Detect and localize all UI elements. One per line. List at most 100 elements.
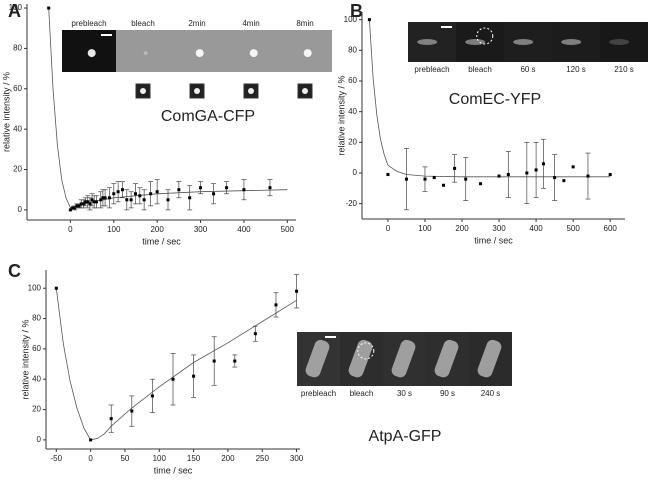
- cell-signal: [87, 49, 96, 58]
- data-point: [506, 173, 510, 177]
- inset-label: prebleach: [414, 65, 449, 74]
- inset-label: 30 s: [397, 389, 412, 398]
- data-point: [150, 394, 154, 398]
- y-tick-label: 60: [348, 76, 357, 85]
- data-point: [423, 177, 427, 181]
- x-tick-label: 200: [221, 454, 235, 463]
- data-point: [268, 186, 272, 190]
- data-point: [75, 204, 79, 208]
- cell-signal: [348, 339, 373, 378]
- y-axis-label: relative intensity / %: [336, 75, 346, 155]
- x-tick-label: 500: [281, 225, 295, 234]
- y-tick-label: 80: [348, 45, 357, 54]
- cell-signal: [249, 49, 258, 58]
- y-tick-label: 20: [348, 137, 357, 146]
- inset-label: bleach: [131, 19, 155, 28]
- data-point: [90, 198, 94, 202]
- inset-label: prebleach: [301, 389, 336, 398]
- data-point: [129, 198, 133, 202]
- y-tick-label: 40: [13, 124, 22, 133]
- micrograph: [600, 22, 648, 62]
- inset-label: 8min: [296, 19, 313, 28]
- inset-label: 120 s: [566, 65, 586, 74]
- cell-signal: [434, 339, 459, 378]
- annotation: ComGA-CFP: [161, 108, 255, 125]
- data-point: [253, 332, 257, 336]
- data-point: [562, 179, 566, 183]
- inset-label: 4min: [242, 19, 259, 28]
- data-point: [608, 173, 612, 177]
- data-point: [166, 198, 170, 202]
- data-point: [171, 377, 175, 381]
- cell-signal: [513, 39, 534, 45]
- x-axis-label: time / sec: [154, 465, 193, 475]
- data-point: [133, 192, 137, 196]
- data-point: [367, 18, 371, 22]
- data-point: [464, 177, 468, 181]
- x-tick-label: 300: [492, 224, 506, 233]
- cell-signal: [561, 39, 582, 45]
- y-tick-label: 60: [13, 84, 22, 93]
- x-tick-label: 0: [68, 225, 73, 234]
- y-tick-label: 100: [344, 15, 358, 24]
- x-tick-label: -50: [51, 454, 63, 463]
- cell-signal: [609, 39, 630, 45]
- data-point: [432, 176, 436, 180]
- data-point: [81, 202, 85, 206]
- inset-label: 2min: [188, 19, 205, 28]
- inset-label: 60 s: [520, 65, 535, 74]
- x-tick-label: 400: [529, 224, 543, 233]
- data-point: [212, 192, 216, 196]
- micrograph: [116, 30, 170, 72]
- y-tick-label: 0: [353, 168, 358, 177]
- x-tick-label: 300: [194, 225, 208, 234]
- y-tick-label: -20: [345, 199, 357, 208]
- cell-signal: [305, 339, 330, 378]
- zoom-signal: [248, 88, 254, 94]
- zoom-signal: [194, 88, 200, 94]
- data-point: [212, 359, 216, 363]
- annotation: AtpA-GFP: [369, 428, 442, 445]
- data-point: [120, 188, 124, 192]
- cell-signal: [465, 39, 486, 45]
- data-point: [497, 174, 501, 178]
- data-point: [386, 173, 390, 177]
- data-point: [142, 198, 146, 202]
- x-tick-label: 600: [604, 224, 618, 233]
- inset-label: 240 s: [481, 389, 501, 398]
- cell-signal: [303, 49, 312, 58]
- y-tick-label: 40: [348, 107, 357, 116]
- data-point: [130, 409, 134, 413]
- inset-label: 90 s: [440, 389, 455, 398]
- fit-curve: [55, 288, 297, 441]
- y-tick-label: 0: [37, 435, 42, 444]
- panel-label: B: [350, 1, 363, 21]
- data-point: [188, 196, 192, 200]
- x-axis-label: time / sec: [142, 236, 181, 246]
- x-tick-label: 250: [256, 454, 270, 463]
- x-tick-label: 50: [120, 454, 129, 463]
- panel-label: C: [8, 261, 21, 281]
- y-tick-label: 80: [32, 314, 41, 323]
- data-point: [404, 177, 408, 181]
- x-tick-label: 0: [386, 224, 391, 233]
- data-point: [47, 6, 51, 10]
- y-tick-label: 0: [18, 205, 23, 214]
- data-point: [155, 190, 159, 194]
- data-point: [542, 162, 546, 166]
- data-point: [177, 188, 181, 192]
- data-point: [79, 202, 83, 206]
- x-tick-label: 200: [455, 224, 469, 233]
- cell-signal: [477, 339, 502, 378]
- data-point: [586, 174, 590, 178]
- x-tick-label: 100: [418, 224, 432, 233]
- y-tick-label: 20: [13, 165, 22, 174]
- data-point: [77, 204, 81, 208]
- data-point: [88, 202, 92, 206]
- data-point: [199, 186, 203, 190]
- x-tick-label: 400: [237, 225, 251, 234]
- bleach-region: [476, 27, 494, 45]
- x-tick-label: 300: [290, 454, 304, 463]
